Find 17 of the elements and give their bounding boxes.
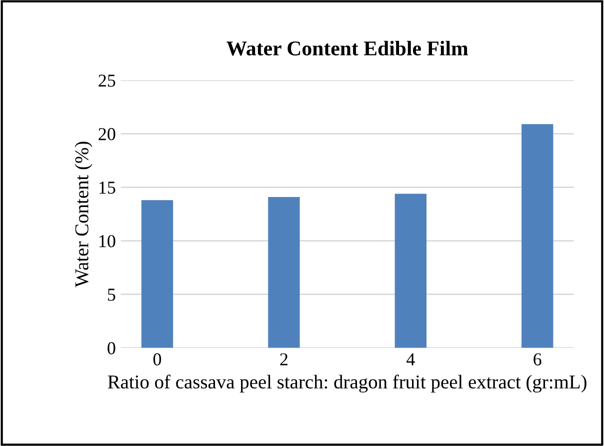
bar: [522, 124, 554, 348]
chart-title: Water Content Edible Film: [226, 40, 468, 56]
y-tick-label: 25: [98, 74, 116, 87]
x-tick-label: 6: [534, 353, 542, 366]
x-tick-label: 0: [153, 353, 162, 366]
x-tick-label: 2: [280, 353, 288, 366]
y-tick-label: 0: [108, 342, 116, 354]
y-tick-label: 5: [108, 288, 116, 301]
x-axis-title: Ratio of cassava peel starch: dragon fruit peel extract (gr:mL): [108, 374, 586, 393]
y-tick-label: 15: [99, 182, 116, 194]
bar: [394, 194, 426, 348]
bar: [141, 200, 174, 348]
y-tick-label: 10: [99, 235, 116, 248]
x-tick-label: 4: [406, 353, 415, 366]
y-tick-label: 20: [98, 128, 116, 140]
y-axis-title: Water Content (%): [74, 142, 92, 288]
bar: [268, 196, 300, 348]
